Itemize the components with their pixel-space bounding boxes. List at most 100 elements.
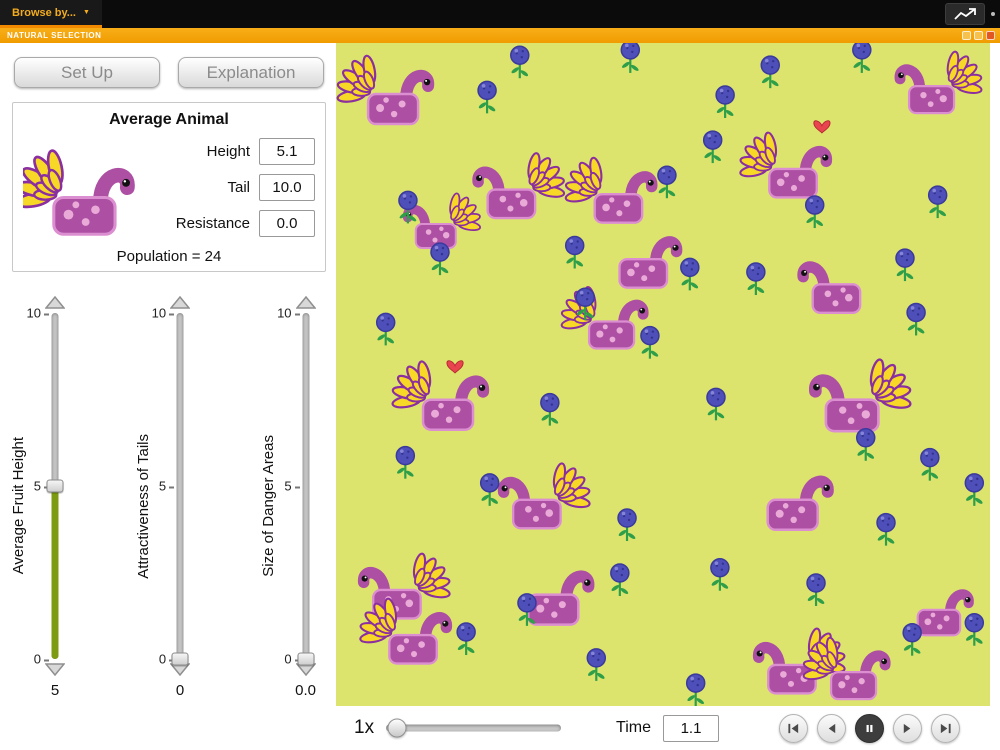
slider-rail <box>176 313 184 659</box>
flower <box>476 80 498 115</box>
creature-plain <box>620 242 679 288</box>
step-back-button[interactable] <box>817 713 846 743</box>
slider-size-of-danger-areas: Size of Danger Areas 10 5 0 0.0 <box>260 296 316 750</box>
go-to-start-button[interactable] <box>779 713 808 743</box>
flower <box>429 242 451 277</box>
slider-fill <box>51 486 59 659</box>
browse-by-label: Browse by... <box>12 6 76 19</box>
step-forward-button[interactable] <box>893 713 922 743</box>
maximize-icon[interactable] <box>974 31 983 40</box>
flower <box>656 165 678 200</box>
playback-bar: 1x Time <box>336 706 990 750</box>
content: Set Up Explanation Average Animal Height… <box>0 43 1000 750</box>
tick-label: 10 <box>152 306 174 321</box>
skip-to-start-icon <box>788 723 799 733</box>
slider-label: Average Fruit Height <box>10 437 27 575</box>
slider-increment-arrow[interactable] <box>45 296 65 309</box>
flower <box>894 247 916 283</box>
topbar-dot <box>991 12 995 16</box>
flower <box>714 84 736 120</box>
creature-plain <box>768 482 830 530</box>
flower <box>395 445 416 480</box>
flower <box>851 43 873 75</box>
slider-thumb[interactable] <box>46 479 64 493</box>
slider-decrement-arrow[interactable] <box>45 663 65 676</box>
resistance-label: Resistance <box>175 214 250 232</box>
average-animal-panel: Average Animal Height 5.1 Tail 10.0 <box>12 102 326 272</box>
resistance-field: Resistance 0.0 <box>175 209 315 237</box>
dropdown-caret-icon: ▼ <box>82 9 90 16</box>
slider-increment-arrow[interactable] <box>170 296 191 309</box>
creature-feathered <box>337 55 431 124</box>
pause-button[interactable] <box>855 713 884 743</box>
flower <box>685 672 707 706</box>
flower <box>759 55 781 90</box>
flower <box>539 392 561 427</box>
slider-rail <box>302 313 310 659</box>
tick-label: 5 <box>159 479 174 494</box>
slider-increment-arrow[interactable] <box>295 296 316 309</box>
average-animal-title: Average Animal <box>109 111 229 128</box>
slider-average-fruit-height: Average Fruit Height 10 5 0 5 <box>10 296 65 750</box>
window-controls <box>962 31 995 40</box>
flower <box>905 302 927 337</box>
creature-feathered <box>898 51 982 113</box>
resistance-value: 0.0 <box>259 209 315 237</box>
pause-icon <box>866 724 873 732</box>
time-input[interactable] <box>663 714 719 742</box>
tail-value: 10.0 <box>259 173 315 201</box>
slider-assembly: 10 5 0 5 <box>27 296 65 750</box>
browse-by-button[interactable]: Browse by... ▼ <box>0 0 102 28</box>
slider-track[interactable]: 10 5 0 <box>27 306 64 667</box>
flower <box>479 472 501 507</box>
tail-field: Tail 10.0 <box>227 173 315 201</box>
average-animal-fields: Height 5.1 Tail 10.0 Resistance 0.0 <box>149 137 315 237</box>
minimize-icon[interactable] <box>962 31 971 40</box>
explanation-button[interactable]: Explanation <box>178 57 324 88</box>
slider-value: 0 <box>175 682 185 699</box>
creature-plain <box>918 594 971 635</box>
flower <box>705 387 727 422</box>
flower <box>679 257 701 292</box>
slider-value: 5 <box>50 682 60 699</box>
line-chart-icon <box>954 8 976 20</box>
creature-feathered <box>740 132 829 198</box>
slider-assembly: 10 5 0 0.0 <box>277 296 316 750</box>
flower <box>619 43 641 75</box>
speed-slider[interactable] <box>386 718 562 738</box>
tick-label: 0 <box>159 652 174 667</box>
tick-label: 5 <box>34 479 49 494</box>
control-panel: Set Up Explanation Average Animal Height… <box>0 43 336 750</box>
skip-to-end-icon <box>940 723 951 733</box>
main-column: 1x Time <box>336 43 1000 750</box>
creature-feathered <box>813 358 911 431</box>
chart-icon-button[interactable] <box>945 3 985 25</box>
creature-plain <box>528 576 590 624</box>
flower <box>875 512 897 547</box>
playback-buttons <box>779 713 960 743</box>
slider-attractiveness-of-tails: Attractiveness of Tails 10 5 0 0 <box>135 296 191 750</box>
tick-label: 10 <box>277 306 299 321</box>
time-label: Time <box>616 719 651 736</box>
population-text: Population = 24 <box>116 248 222 265</box>
go-to-end-button[interactable] <box>931 713 960 743</box>
slider-thumb[interactable] <box>171 652 189 666</box>
heart <box>813 120 831 134</box>
flower <box>375 312 397 347</box>
flower <box>564 235 586 270</box>
step-forward-icon <box>903 723 911 733</box>
slider-track[interactable]: 10 5 0 <box>277 306 315 667</box>
heart <box>446 360 464 374</box>
flower <box>745 261 767 297</box>
flower <box>927 185 948 220</box>
sliders-row: Average Fruit Height 10 5 0 5 <box>8 272 330 750</box>
height-field: Height 5.1 <box>207 137 315 165</box>
setup-button[interactable]: Set Up <box>14 57 160 88</box>
speed-slider-thumb[interactable] <box>387 718 407 738</box>
world-view[interactable] <box>336 43 990 706</box>
slider-track[interactable]: 10 5 0 <box>152 306 189 667</box>
close-icon[interactable] <box>986 31 995 40</box>
flower <box>901 622 923 657</box>
slider-thumb[interactable] <box>297 652 315 666</box>
